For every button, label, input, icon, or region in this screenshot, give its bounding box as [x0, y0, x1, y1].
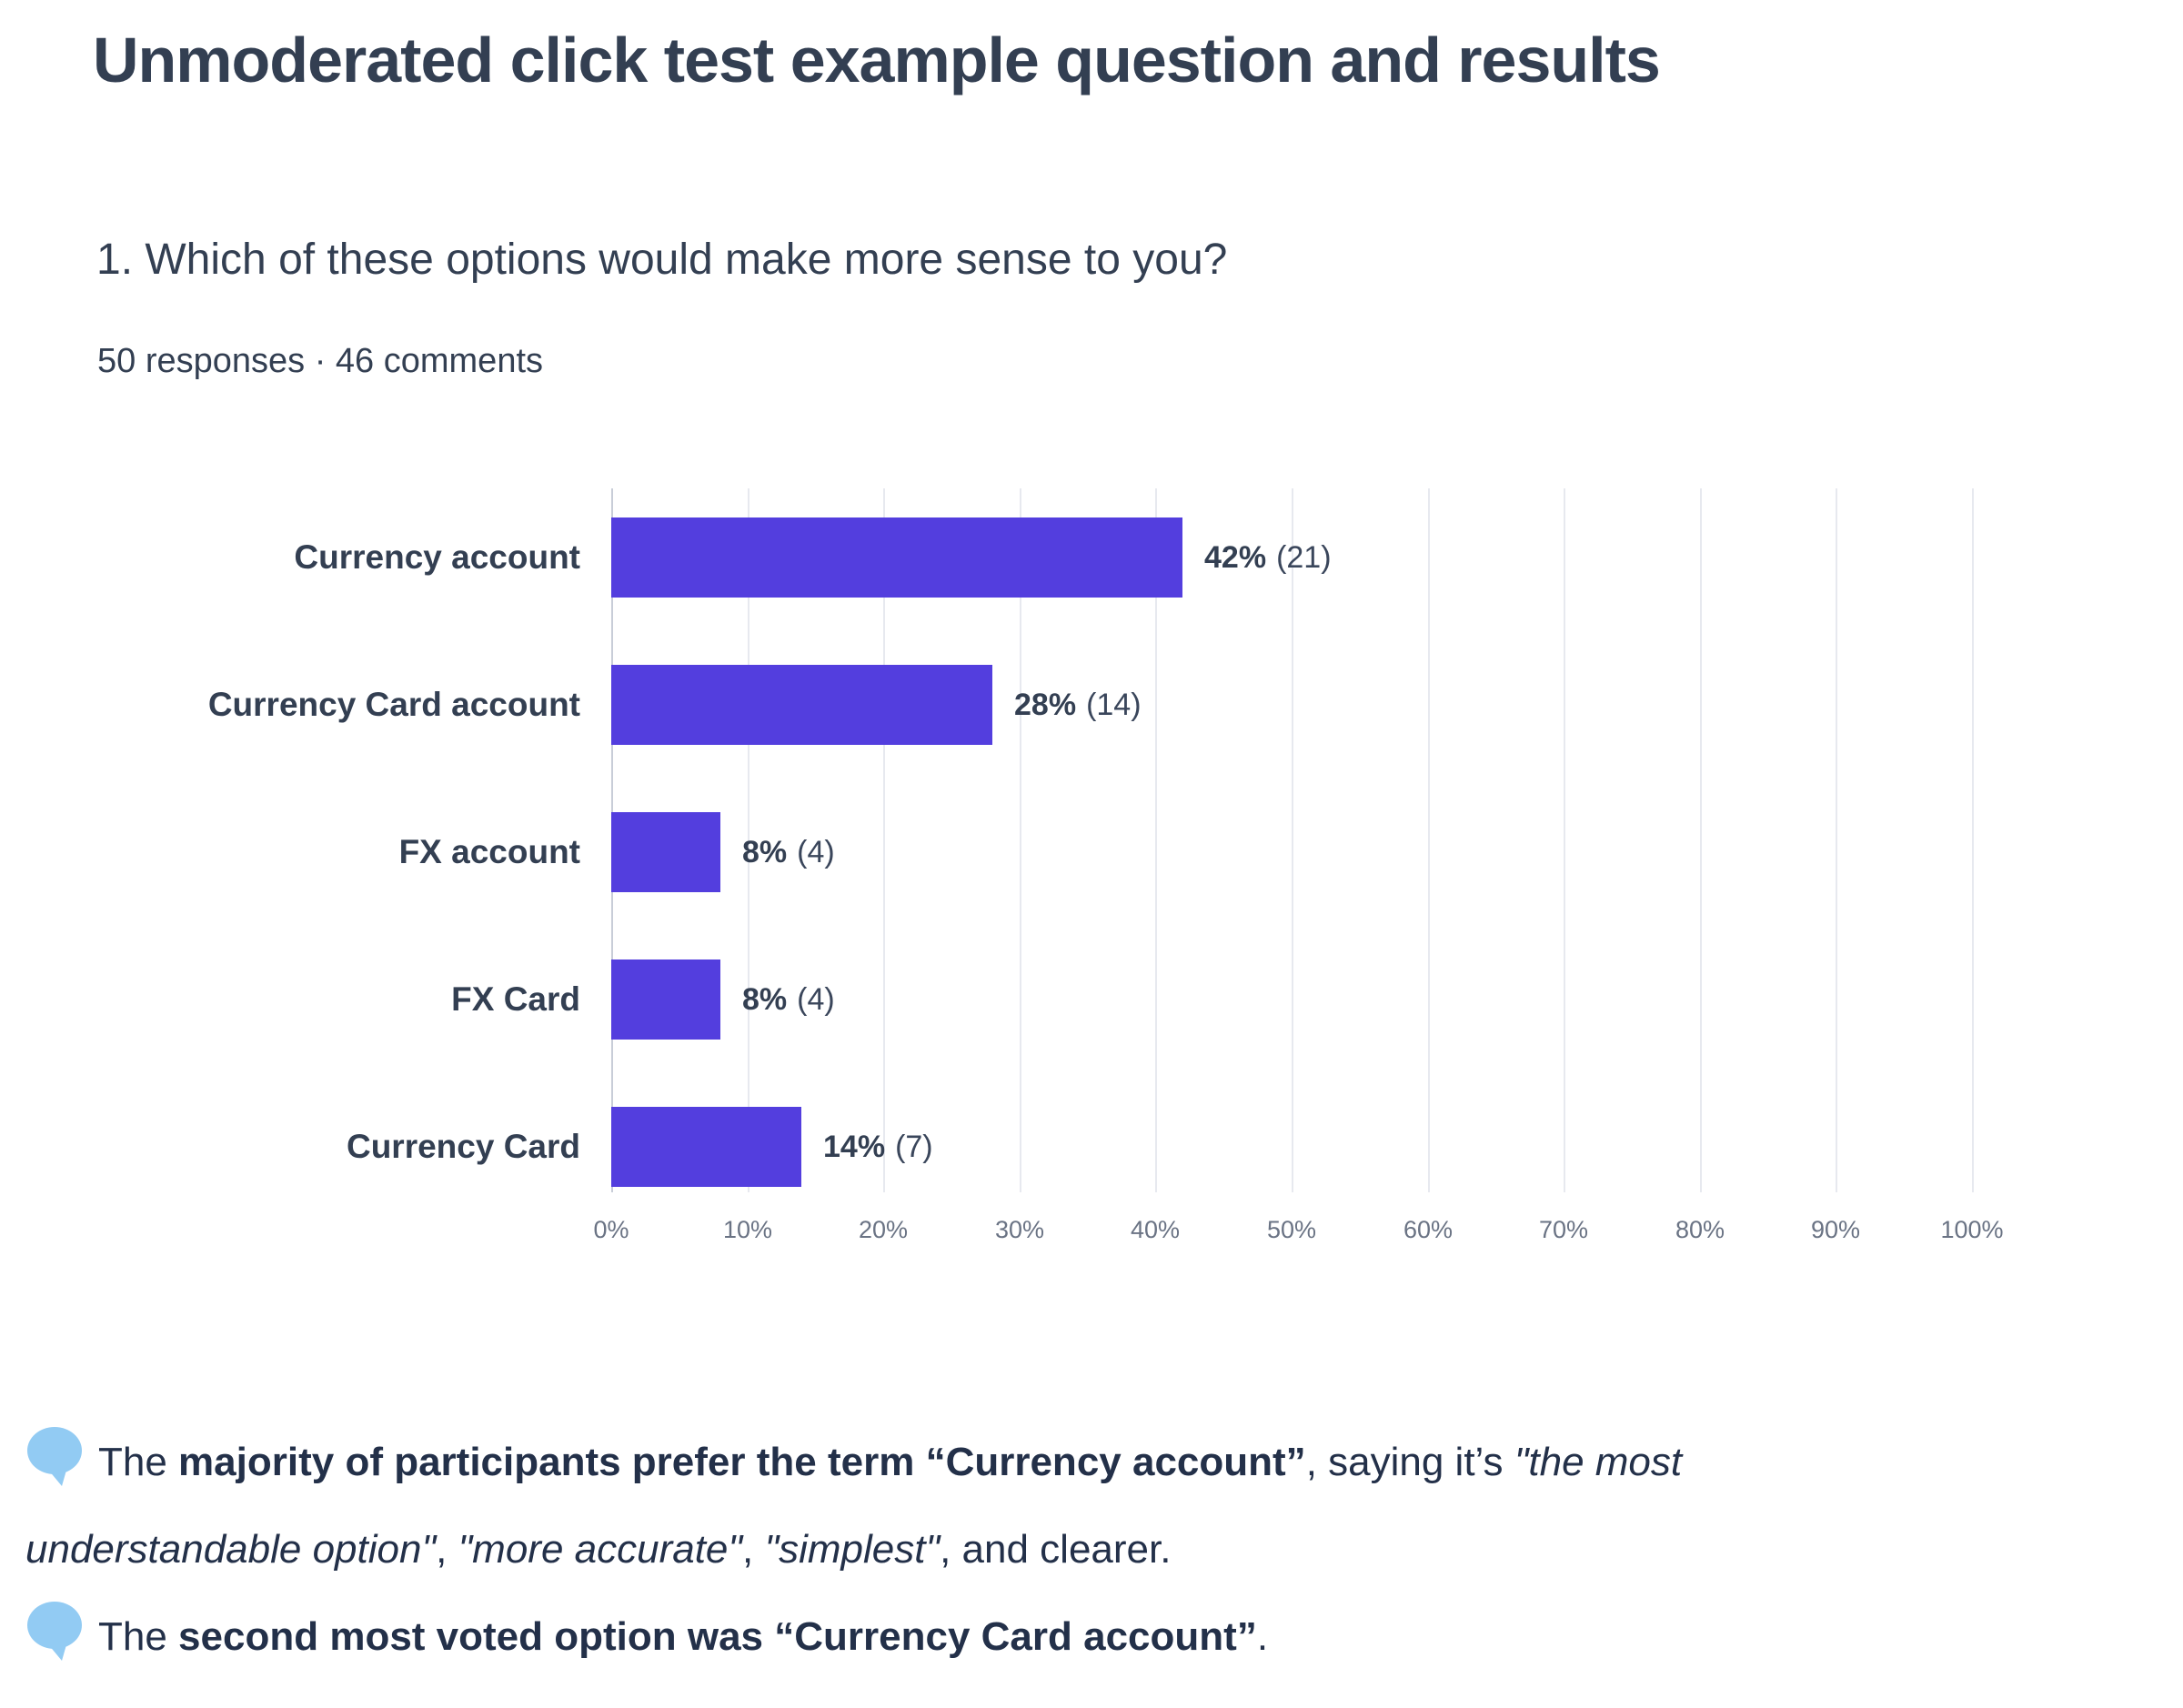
value-label: 42% (21): [1204, 517, 1332, 598]
value-label: 14% (7): [823, 1107, 933, 1187]
value-percent: 28%: [1014, 687, 1077, 722]
gridline: [1836, 488, 1837, 1192]
insight-text-segment: ,: [742, 1527, 765, 1572]
insight-text-segment: "the most understandable option": [25, 1440, 1683, 1572]
question-title: 1. Which of these options would make mor…: [96, 236, 1228, 284]
insight-text-segment: , saying it’s: [1305, 1440, 1514, 1484]
value-label: 8% (4): [742, 812, 835, 892]
question-meta: 50 responses · 46 comments: [97, 342, 544, 380]
x-axis-tick-label: 80%: [1675, 1216, 1725, 1243]
value-percent: 42%: [1204, 539, 1267, 575]
page-title: Unmoderated click test example question …: [93, 25, 1661, 95]
x-axis-tick-label: 60%: [1403, 1216, 1454, 1243]
value-label: 8% (4): [742, 959, 835, 1040]
insight-text-segment: "more accurate": [458, 1527, 743, 1572]
insight-text-segment: The: [98, 1614, 179, 1659]
insight-paragraph: The majority of participants prefer the …: [25, 1419, 1854, 1593]
value-count: (14): [1086, 687, 1142, 722]
insight-text-segment: majority of participants prefer the term…: [178, 1440, 1306, 1484]
bar-chart-plot-area: 0% 10% 20% 30% 40% 50% 60% 70% 80% 90% 100% Currenc…: [208, 488, 2004, 1243]
category-label: Currency Card account: [207, 686, 580, 723]
x-axis-tick-label: 10%: [722, 1216, 773, 1243]
x-axis-tick-label: 20%: [858, 1216, 909, 1243]
insight-text-segment: ,: [436, 1527, 458, 1572]
x-axis-tick-label: 100%: [1940, 1216, 2004, 1243]
value-count: (4): [797, 981, 835, 1017]
bar: [611, 959, 720, 1040]
insight-text-segment: The: [98, 1440, 179, 1484]
x-axis-tick-label: 50%: [1266, 1216, 1317, 1243]
speech-bubble-icon: [27, 1602, 82, 1661]
gridline: [1428, 488, 1430, 1192]
value-percent: 8%: [742, 981, 788, 1017]
bar: [611, 812, 720, 892]
category-label: Currency Card: [346, 1128, 580, 1165]
x-axis-tick-label: 0%: [593, 1216, 629, 1243]
gridline: [1292, 488, 1293, 1192]
gridline: [883, 488, 885, 1192]
gridline: [1155, 488, 1157, 1192]
insight-text-segment: second most voted option was “Currency C…: [178, 1614, 1257, 1659]
value-percent: 8%: [742, 834, 788, 869]
gridline: [1564, 488, 1565, 1192]
x-axis-tick-label: 30%: [994, 1216, 1045, 1243]
value-count: (4): [797, 834, 835, 869]
x-axis-tick-label: 70%: [1538, 1216, 1589, 1243]
value-label: 28% (14): [1014, 665, 1142, 745]
value-percent: 14%: [823, 1129, 886, 1164]
insight-text-segment: , and clearer.: [940, 1527, 1172, 1572]
bar: [611, 665, 992, 745]
insight-text-segment: "simplest": [764, 1527, 941, 1572]
gridline: [1700, 488, 1702, 1192]
x-axis-tick-label: 40%: [1130, 1216, 1181, 1243]
value-count: (7): [895, 1129, 933, 1164]
category-label: Currency account: [294, 538, 580, 576]
gridline: [1020, 488, 1021, 1192]
bar: [611, 517, 1182, 598]
x-axis-tick-label: 90%: [1810, 1216, 1861, 1243]
insights-section: The majority of participants prefer the …: [25, 1419, 1854, 1681]
bar: [611, 1107, 801, 1187]
insight-text-segment: .: [1256, 1614, 1269, 1659]
category-label: FX account: [398, 833, 580, 870]
category-label: FX Card: [451, 980, 580, 1018]
speech-bubble-icon: [27, 1427, 82, 1486]
gridline: [1972, 488, 1974, 1192]
value-count: (21): [1276, 539, 1332, 575]
gridline: [748, 488, 749, 1192]
insight-paragraph: The second most voted option was “Curren…: [25, 1593, 1854, 1681]
